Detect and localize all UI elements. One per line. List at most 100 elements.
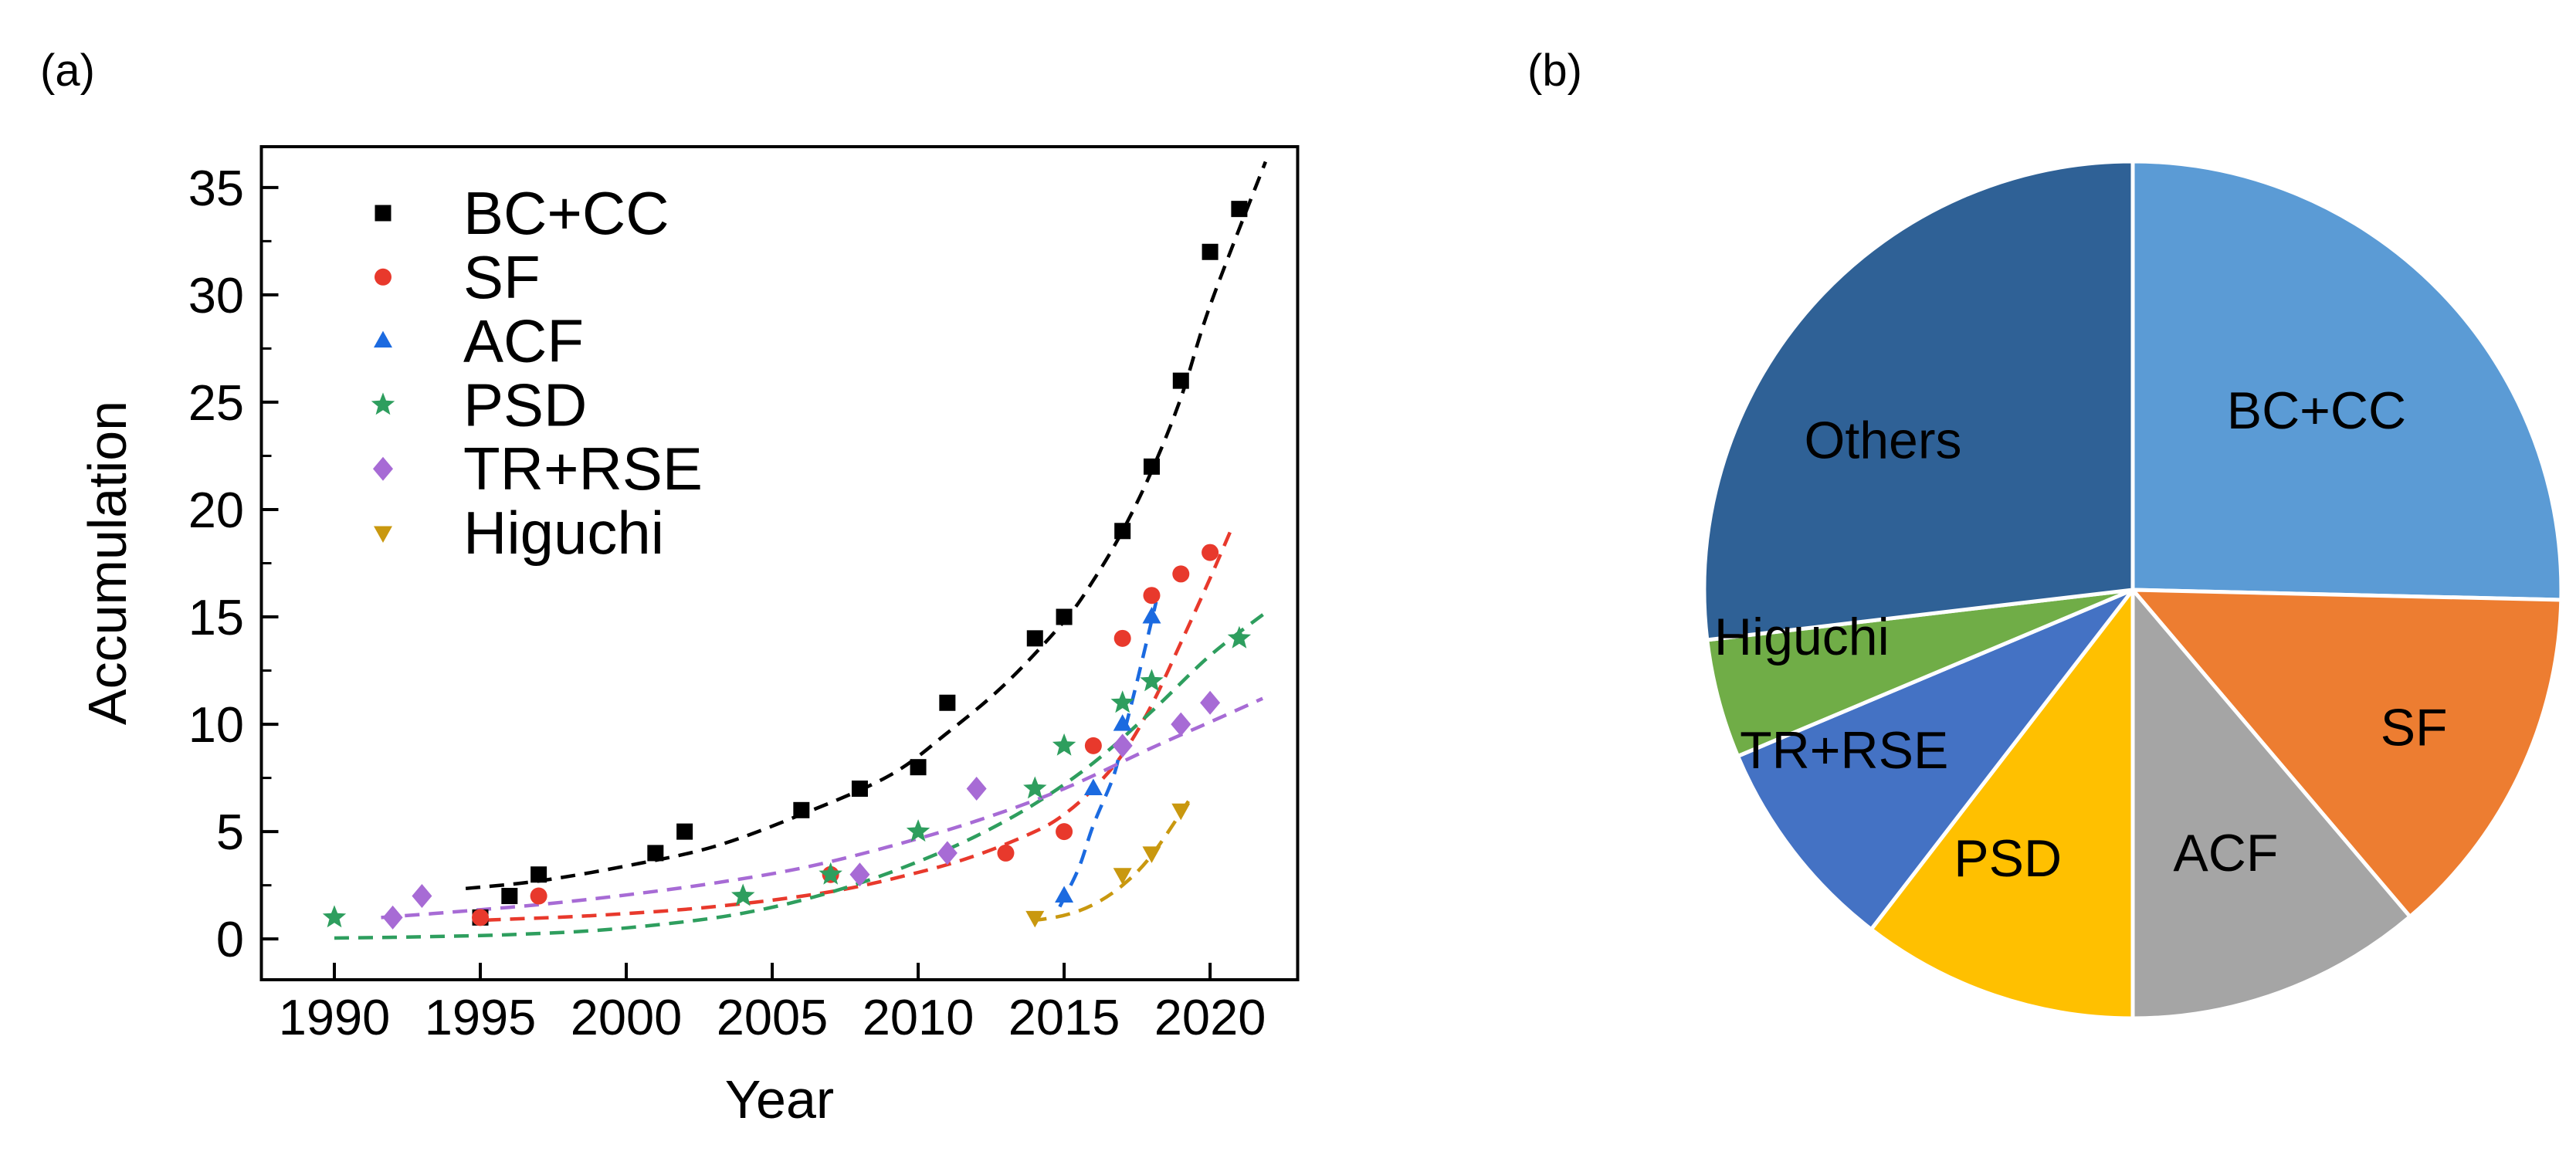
pie-label-bc-cc: BC+CC [2227,381,2406,440]
series-bc-cc-points [472,201,1248,926]
data-point-sf [1143,587,1161,605]
data-point-bc-cc [851,780,868,797]
data-point-bc-cc [1172,372,1189,389]
data-point-higuchi [1113,868,1132,885]
y-tick-label: 15 [188,589,244,645]
data-point-tr-rse [1112,733,1133,758]
pie-label-tr-rse: TR+RSE [1740,721,1948,780]
pie-label-higuchi: Higuchi [1714,608,1890,666]
plot-border [259,145,1300,981]
legend-marker-tr-rse [373,456,393,481]
legend-marker-psd [371,392,395,415]
data-point-psd [1227,625,1252,649]
data-point-psd [906,819,930,842]
data-point-tr-rse [1200,690,1221,715]
legend-marker-acf [374,330,392,348]
data-point-bc-cc [676,823,693,840]
trend-line-acf [1058,601,1158,908]
data-point-bc-cc [1114,523,1131,540]
trend-line-higuchi [1032,798,1191,923]
data-point-bc-cc [1143,458,1160,475]
data-point-bc-cc [1056,608,1073,625]
data-point-sf [1202,544,1219,561]
series-higuchi-points [1025,803,1191,928]
pie-slice-bc-cc [2130,159,2564,602]
legend-label-acf: ACF [463,307,584,375]
data-point-bc-cc [910,759,927,776]
legend-item-acf: ACF [374,307,584,375]
data-point-tr-rse [849,862,870,887]
data-point-acf [1113,714,1132,731]
legend-marker-sf [375,268,391,286]
legend-item-psd: PSD [371,371,587,439]
data-point-sf [1113,629,1131,647]
series-sf-points [472,544,1219,926]
data-point-psd [1110,690,1134,713]
y-axis-title: Accumulation [77,401,137,725]
trend-line-sf [486,530,1232,922]
data-point-tr-rse [382,905,403,930]
data-point-sf [472,909,490,926]
y-tick-label: 30 [188,267,244,323]
data-point-sf [997,844,1015,862]
data-point-acf [1055,886,1074,903]
legend-label-tr-rse: TR+RSE [463,435,703,503]
y-tick-label: 25 [188,374,244,431]
x-tick-label: 1990 [279,989,391,1045]
x-tick-label: 2005 [717,989,829,1045]
legend-item-sf: SF [375,243,541,311]
y-tick-label: 35 [188,160,244,216]
data-point-sf [1172,565,1190,583]
x-tick-label: 2020 [1154,989,1266,1045]
data-point-sf [1056,823,1073,841]
data-point-acf [1083,778,1103,795]
x-axis-title: Year [725,1069,834,1130]
series-tr-rse-points [382,690,1221,930]
pie-label-acf: ACF [2173,824,2278,882]
legend-marker-higuchi [374,526,392,543]
y-tick-label: 20 [188,482,244,538]
trend-line-tr-rse [381,696,1264,920]
y-tick-label: 5 [216,804,244,860]
x-tick-label: 1995 [425,989,537,1045]
data-point-higuchi [1142,846,1161,863]
panel-a-label: (a) [40,46,95,96]
data-point-tr-rse [937,841,958,865]
x-tick-label: 2015 [1008,989,1120,1045]
data-point-bc-cc [793,801,810,818]
data-point-bc-cc [939,694,956,711]
pie-label-others: Others [1804,412,1961,470]
legend-label-higuchi: Higuchi [463,499,664,567]
data-point-sf [530,887,547,905]
data-point-tr-rse [1171,712,1191,737]
pie-slice-acf [2130,588,2412,1021]
data-point-psd [1052,733,1076,756]
legend-label-sf: SF [463,243,541,311]
data-point-psd [731,883,755,906]
legend-label-bc-cc: BC+CC [463,179,669,247]
x-tick-label: 2000 [571,989,683,1045]
data-point-tr-rse [412,884,432,909]
data-point-bc-cc [1231,201,1248,218]
data-point-higuchi [1171,803,1191,821]
data-point-sf [1084,737,1102,754]
series-acf-points [1055,607,1161,903]
pie-slice-others [1702,159,2135,642]
data-point-bc-cc [530,866,547,883]
legend-label-psd: PSD [463,371,587,439]
data-point-psd [322,905,347,928]
data-point-psd [1140,669,1164,692]
legend-item-bc-cc: BC+CC [375,179,669,247]
legend-marker-bc-cc [375,205,391,222]
pie-slice-psd [1869,588,2135,1021]
data-point-acf [1142,607,1161,624]
y-tick-label: 10 [188,696,244,753]
pie-slice-tr-rse [1736,588,2135,932]
y-tick-label: 0 [216,911,244,967]
data-point-bc-cc [647,845,664,862]
data-point-tr-rse [966,776,987,801]
pie-slices [1702,159,2564,1021]
